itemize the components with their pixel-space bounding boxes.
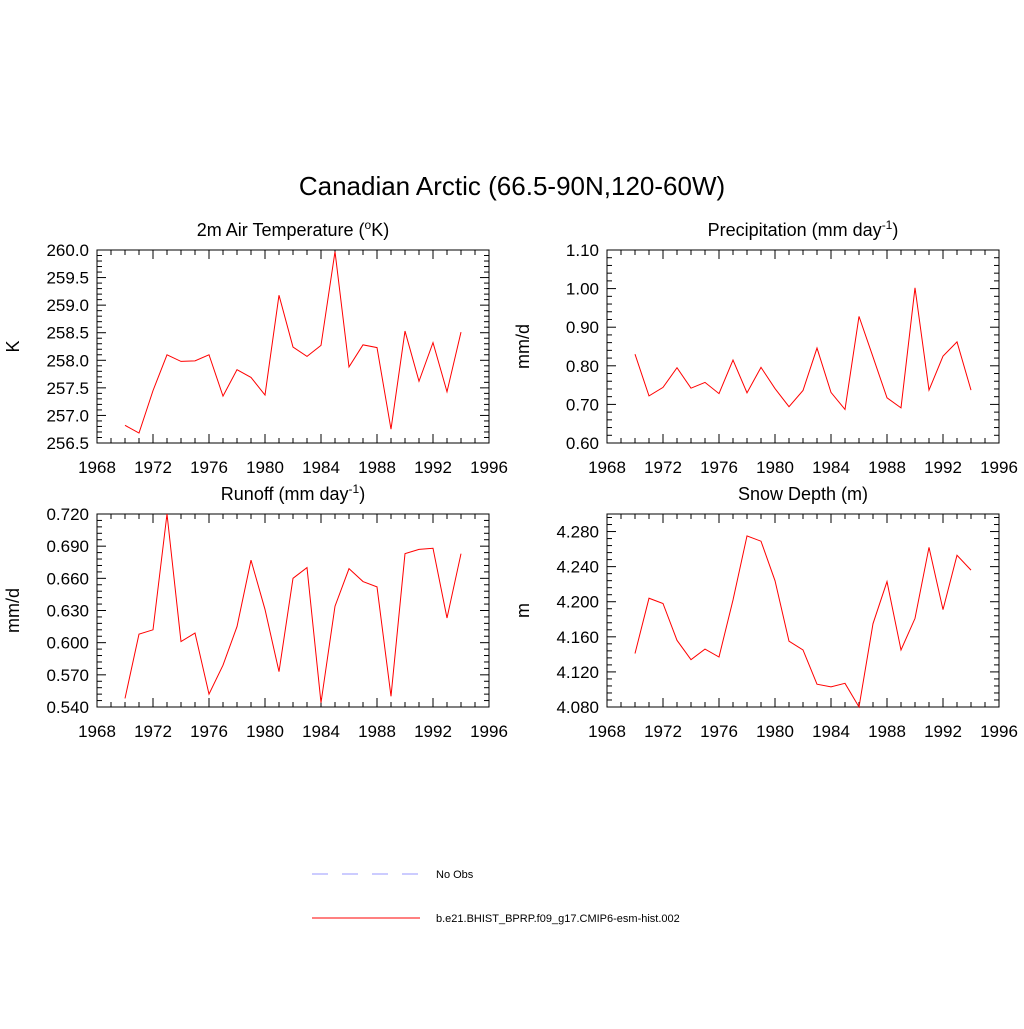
x-tick-label: 1968 [78,458,116,477]
x-tick-label: 1988 [868,722,906,741]
y-tick-label: 0.630 [46,602,89,621]
y-axis-label: mm/d [513,324,533,369]
panel-3: Runoff (mm day-1) mm/d 1968 1972 1976 1980 198… [3,482,508,741]
panel-title: Precipitation (mm day-1) [708,218,899,240]
y-tick-label: 4.280 [556,523,599,542]
y-tick-label: 257.5 [46,379,89,398]
y-tick-label: 260.0 [46,241,89,260]
panel-title: Snow Depth (m) [738,484,868,504]
y-tick-label: 0.660 [46,569,89,588]
x-tick-label: 1972 [644,722,682,741]
x-tick-label: 1976 [700,458,738,477]
x-tick-label: 1988 [868,458,906,477]
plot-frame [607,250,999,443]
x-tick-label: 1992 [924,722,962,741]
panel-2: Precipitation (mm day-1) mm/d 1968 1972 1976… [513,218,1018,477]
y-tick-label: 0.570 [46,666,89,685]
y-tick-label: 0.690 [46,537,89,556]
y-tick-label: 256.5 [46,434,89,453]
x-tick-label: 1980 [756,458,794,477]
panel-4: Snow Depth (m) m 1968 1972 1976 1980 1984 1988 1… [513,484,1018,741]
legend: No Obs b.e21.BHIST_BPRP.f09_g17.CMIP6-esm… [312,869,680,925]
x-tick-label: 1988 [358,458,396,477]
y-tick-label: 0.60 [566,434,599,453]
y-tick-label: 0.720 [46,505,89,524]
y-tick-label: 257.0 [46,406,89,425]
y-tick-label: 4.160 [556,628,599,647]
x-tick-label: 1972 [134,458,172,477]
x-tick-label: 1984 [812,458,850,477]
panel-1: 2m Air Temperature (oK) K 1968 1972 1976 1980… [3,218,508,477]
x-tick-label: 1968 [78,722,116,741]
x-tick-label: 1996 [980,458,1018,477]
y-axis-label: mm/d [3,588,23,633]
x-tick-label: 1976 [190,458,228,477]
legend-item-2: b.e21.BHIST_BPRP.f09_g17.CMIP6-esm-hist.… [312,913,680,925]
figure-title: Canadian Arctic (66.5-90N,120-60W) [299,171,725,201]
x-tick-label: 1984 [812,722,850,741]
legend-item-1: No Obs [312,869,474,881]
x-tick-label: 1984 [302,722,340,741]
x-tick-label: 1980 [246,722,284,741]
x-tick-label: 1988 [358,722,396,741]
y-tick-label: 1.10 [566,241,599,260]
y-tick-label: 4.240 [556,558,599,577]
y-tick-label: 0.80 [566,357,599,376]
x-tick-label: 1996 [980,722,1018,741]
x-tick-label: 1972 [134,722,172,741]
x-tick-label: 1976 [700,722,738,741]
y-tick-label: 0.90 [566,318,599,337]
legend-label: No Obs [436,869,474,881]
series-line [635,536,971,707]
x-tick-label: 1996 [470,458,508,477]
y-axis-label: K [3,340,23,352]
y-tick-label: 259.0 [46,296,89,315]
y-tick-label: 258.0 [46,351,89,370]
x-tick-label: 1992 [414,722,452,741]
y-tick-label: 0.70 [566,395,599,414]
panels: 2m Air Temperature (oK) K 1968 1972 1976 1980… [3,218,1018,741]
x-tick-label: 1992 [924,458,962,477]
x-tick-label: 1984 [302,458,340,477]
x-tick-label: 1972 [644,458,682,477]
x-tick-label: 1996 [470,722,508,741]
y-tick-label: 4.200 [556,593,599,612]
y-tick-label: 4.120 [556,663,599,682]
y-tick-label: 259.5 [46,269,89,288]
x-tick-label: 1976 [190,722,228,741]
x-tick-label: 1980 [756,722,794,741]
panel-title: 2m Air Temperature (oK) [197,218,389,240]
series-line [125,514,461,703]
y-tick-label: 0.600 [46,634,89,653]
y-tick-label: 1.00 [566,280,599,299]
x-tick-label: 1980 [246,458,284,477]
legend-label: b.e21.BHIST_BPRP.f09_g17.CMIP6-esm-hist.… [436,913,680,925]
x-tick-label: 1992 [414,458,452,477]
x-tick-label: 1968 [588,722,626,741]
y-tick-label: 258.5 [46,324,89,343]
x-tick-label: 1968 [588,458,626,477]
y-tick-label: 0.540 [46,698,89,717]
series-line [635,288,971,410]
y-tick-label: 4.080 [556,698,599,717]
series-line [125,252,461,433]
panel-title: Runoff (mm day-1) [221,482,365,504]
y-axis-label: m [513,603,533,618]
